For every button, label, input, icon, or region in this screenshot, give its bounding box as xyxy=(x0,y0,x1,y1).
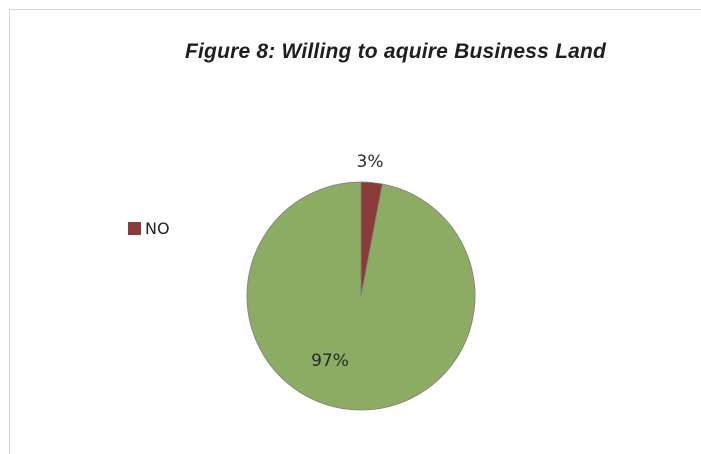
chart-title: Figure 8: Willing to aquire Business Lan… xyxy=(185,40,607,63)
pie-slice-label: 97% xyxy=(311,351,349,371)
chart-frame xyxy=(9,9,701,454)
legend-label-no: NO xyxy=(145,219,170,238)
legend: NO xyxy=(128,219,170,238)
legend-swatch-no xyxy=(128,222,141,235)
pie-slice-other xyxy=(246,181,476,411)
pie-slice-label: 3% xyxy=(357,152,384,172)
pie-slices xyxy=(246,181,476,411)
pie-labels: 3% 97% xyxy=(311,152,383,371)
